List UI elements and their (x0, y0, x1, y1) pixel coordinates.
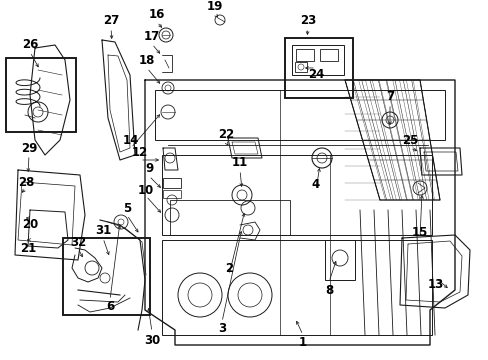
Bar (285, 38, 352, 98)
Text: 14: 14 (122, 134, 139, 147)
Text: 30: 30 (143, 333, 160, 346)
Text: 25: 25 (401, 134, 417, 147)
Bar (295, 49, 313, 61)
Text: 24: 24 (307, 68, 324, 81)
Text: 28: 28 (18, 175, 34, 189)
Bar (319, 49, 337, 61)
Bar (163, 178, 181, 188)
Text: 18: 18 (139, 54, 155, 67)
Text: 21: 21 (20, 242, 36, 255)
Text: 9: 9 (144, 162, 153, 175)
Text: 4: 4 (311, 177, 320, 190)
Bar (162, 240, 431, 335)
Bar (155, 90, 444, 140)
Bar (63, 238, 150, 315)
Text: 26: 26 (22, 37, 38, 50)
Text: 12: 12 (132, 145, 148, 158)
Text: 13: 13 (427, 279, 443, 292)
Text: 3: 3 (218, 321, 225, 334)
Bar (162, 155, 431, 235)
Text: 15: 15 (411, 225, 427, 238)
Bar (291, 45, 343, 75)
Bar (6, 58, 76, 132)
Bar (294, 62, 306, 72)
Text: 10: 10 (138, 184, 154, 197)
Text: 7: 7 (385, 90, 393, 103)
Bar (163, 190, 181, 198)
Text: 31: 31 (95, 224, 111, 237)
Text: 16: 16 (148, 8, 165, 21)
Text: 29: 29 (21, 141, 37, 154)
Bar (325, 240, 354, 280)
Text: 5: 5 (122, 202, 131, 215)
Text: 1: 1 (298, 336, 306, 348)
Text: 8: 8 (324, 284, 332, 297)
Text: 17: 17 (143, 30, 160, 42)
Text: 6: 6 (106, 301, 114, 314)
Text: 22: 22 (218, 129, 234, 141)
Text: 32: 32 (70, 235, 86, 248)
Text: 19: 19 (206, 0, 223, 13)
Bar (170, 200, 289, 235)
Text: 20: 20 (22, 219, 38, 231)
Text: 23: 23 (299, 13, 315, 27)
Text: 27: 27 (102, 13, 119, 27)
Bar (6, 58, 76, 132)
Text: 11: 11 (231, 156, 247, 168)
Bar (285, 38, 352, 98)
Text: 2: 2 (224, 261, 233, 274)
Bar (63, 238, 150, 315)
